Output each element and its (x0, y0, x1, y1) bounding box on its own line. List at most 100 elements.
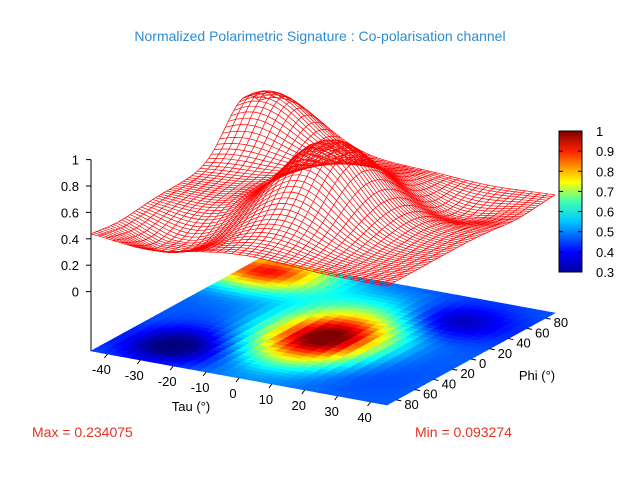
x-tick-label: 20 (292, 398, 306, 413)
colorbar-tick-label: 0.3 (596, 265, 614, 280)
z-tick-label: 0.4 (61, 232, 79, 247)
surface-line (105, 90, 275, 239)
surface-line (135, 101, 304, 249)
y-tick-label: 80 (404, 397, 418, 412)
axes: 0 0.2 0.4 0.6 0.8 1 -40 -30 -20 -10 0 10 20 30 40 80 60 4… (61, 153, 568, 425)
z-tick-label: 1 (72, 153, 79, 168)
x-tick (334, 395, 339, 401)
surface-line (312, 183, 482, 272)
colorbar-tick-label: 0.8 (596, 164, 614, 179)
y-tick (508, 338, 514, 341)
x-tick (367, 401, 371, 407)
surface-line (172, 135, 341, 253)
y-tick-label: 20 (460, 366, 474, 381)
x-tick (235, 377, 240, 383)
surface-line (275, 160, 445, 263)
surface-line (320, 184, 489, 274)
projected-heatmap (90, 258, 556, 406)
y-tick-label: 80 (554, 315, 568, 330)
colorbar-gradient (558, 130, 583, 273)
x-tick-label: -20 (158, 374, 177, 389)
surface-line (90, 95, 260, 235)
y-tick-label: 60 (423, 387, 437, 402)
y-tick-label: 40 (516, 336, 530, 351)
surface-line (142, 107, 312, 252)
surface-line (216, 153, 385, 253)
chart-title: Normalized Polarimetric Signature : Co-p… (134, 28, 506, 44)
surface-line (386, 194, 556, 287)
surface-wireframe (90, 90, 556, 287)
x-tick (104, 353, 108, 359)
surface-line (246, 139, 415, 256)
x-tick-label: 10 (259, 392, 273, 407)
x-tick-label: -40 (92, 362, 111, 377)
surface-line (364, 191, 533, 283)
surface-line (268, 151, 437, 261)
max-value-label: Max = 0.234075 (32, 424, 133, 440)
y-tick (396, 399, 402, 402)
x-tick-label: 40 (357, 410, 371, 425)
y-tick (433, 378, 439, 381)
y-tick-label: 20 (498, 346, 512, 361)
surface-line (253, 141, 422, 258)
surface-line (194, 151, 363, 253)
surface-line (298, 179, 467, 269)
surface-line (113, 90, 282, 241)
x-tick (202, 371, 207, 377)
surface-line (150, 114, 319, 253)
surface-line (335, 187, 504, 277)
y-tick-label: 0 (479, 356, 486, 371)
surface-line (327, 186, 497, 276)
surface-line (357, 190, 526, 282)
surface-line (305, 181, 474, 270)
z-tick-label: 0.6 (61, 205, 79, 220)
surface-line (230, 111, 528, 214)
x-tick (169, 365, 174, 371)
colorbar-tick-label: 0.7 (596, 184, 614, 199)
y-tick-label: 60 (535, 325, 549, 340)
colorbar: 0.3 0.4 0.5 0.6 0.7 0.8 0.9 1 (558, 124, 614, 280)
surface-line (157, 121, 326, 253)
x-tick (301, 389, 306, 395)
y-tick (545, 317, 551, 320)
x-tick-label: -30 (125, 368, 144, 383)
surface-line (283, 169, 452, 265)
y-axis-label: Phi (°) (519, 368, 555, 383)
z-tick-label: 0 (72, 285, 79, 300)
y-tick (452, 368, 458, 371)
x-tick-label: 30 (324, 404, 338, 419)
x-tick (136, 359, 141, 365)
surface-line (98, 92, 267, 237)
surface-line (164, 129, 334, 253)
surface-line (349, 189, 519, 280)
heatmap-cell (539, 310, 556, 316)
y-tick (489, 348, 495, 351)
z-tick-label: 0.2 (61, 258, 79, 273)
y-tick (526, 327, 533, 330)
x-tick (268, 383, 273, 389)
surface-line (209, 157, 378, 253)
x-tick-label: -10 (191, 380, 210, 395)
z-tick-label: 0.8 (61, 179, 79, 194)
surface-line (128, 96, 297, 246)
surface-line (290, 178, 459, 267)
surface-line (342, 188, 511, 279)
colorbar-tick-label: 0.4 (596, 245, 614, 260)
surface-line (372, 192, 541, 284)
colorbar-tick-label: 0.5 (596, 225, 614, 240)
y-tick (414, 389, 421, 392)
surface-line (201, 154, 371, 253)
surface-line (379, 193, 548, 286)
colorbar-tick-label: 0.9 (596, 144, 614, 159)
surface-line (120, 92, 289, 244)
x-axis-label: Tau (°) (172, 399, 210, 414)
y-tick-label: 40 (442, 376, 456, 391)
x-tick-label: 0 (229, 386, 236, 401)
min-value-label: Min = 0.093274 (415, 424, 512, 440)
colorbar-tick-label: 0.6 (596, 205, 614, 220)
y-tick (470, 358, 477, 361)
surface-line (127, 208, 424, 267)
colorbar-tick-label: 1 (596, 124, 603, 139)
surface-line (261, 145, 430, 259)
